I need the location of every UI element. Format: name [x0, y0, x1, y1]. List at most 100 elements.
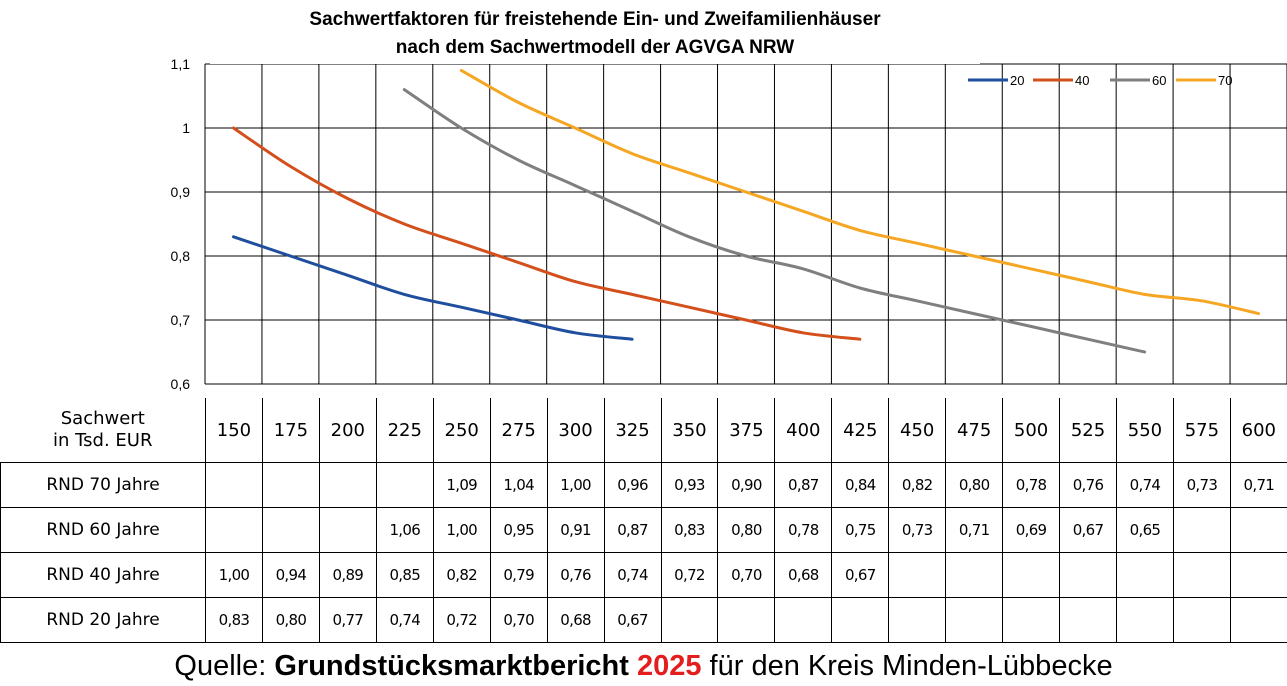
- table-cell: 0,83: [660, 507, 719, 553]
- source-suffix: für den Kreis Minden-Lübbecke: [701, 650, 1113, 682]
- y-tick-label: 1: [182, 120, 190, 136]
- grid: [204, 63, 1287, 385]
- table-cell: [888, 552, 947, 598]
- table-cell: [1229, 552, 1287, 598]
- table-cell: 1,00: [546, 462, 605, 508]
- source-prefix: Quelle:: [174, 650, 275, 682]
- table-cell: [318, 507, 377, 553]
- table-cell: 0,71: [945, 507, 1004, 553]
- table-cell: 0,82: [888, 462, 947, 508]
- table-cell: [318, 462, 377, 508]
- table-cell: [205, 507, 263, 553]
- table-cell: 0,73: [888, 507, 947, 553]
- table-cell: 0,74: [375, 597, 434, 643]
- series-line-40: [231, 126, 862, 341]
- row-label: RND 60 Jahre: [0, 507, 206, 553]
- series-line-70: [459, 68, 1261, 316]
- column-header: 550: [1116, 398, 1174, 463]
- table-cell: 1,00: [432, 507, 491, 553]
- y-tick-label: 0,7: [171, 312, 191, 328]
- column-header: 375: [717, 398, 776, 463]
- table-cell: 1,06: [375, 507, 434, 553]
- column-header: 275: [489, 398, 548, 463]
- table-cell: [1172, 552, 1231, 598]
- table-cell: 0,68: [546, 597, 605, 643]
- series-line-20: [231, 235, 634, 341]
- y-tick-label: 0,8: [171, 248, 191, 264]
- table-cell: 0,90: [717, 462, 776, 508]
- table-cell: 0,87: [603, 507, 662, 553]
- legend-label-70: 70: [1218, 73, 1232, 88]
- table-cell: [1116, 552, 1174, 598]
- column-header: 425: [831, 398, 890, 463]
- table-cell: 0,67: [1059, 507, 1117, 553]
- table-cell: [375, 462, 434, 508]
- table-cell: [1229, 507, 1287, 553]
- table-row: RND 40 Jahre 1,00 0,94 0,89 0,85 0,82 0,79 0,76…: [0, 552, 1287, 598]
- table-cell: 0,96: [603, 462, 662, 508]
- column-header: 250: [432, 398, 491, 463]
- chart-plot: Sachwertfaktoren für freistehende Ein- u…: [170, 9, 1287, 392]
- y-tick-label: 0,6: [171, 376, 191, 392]
- chart-title: Sachwertfaktoren für freistehende Ein- u…: [309, 9, 881, 30]
- column-header: 500: [1002, 398, 1061, 463]
- row-label: RND 20 Jahre: [0, 597, 206, 643]
- table-cell: 0,78: [1002, 462, 1061, 508]
- row-label: RND 70 Jahre: [0, 462, 206, 508]
- table-cell: 0,84: [831, 462, 890, 508]
- legend-label-20: 20: [1010, 73, 1024, 88]
- table-cell: 0,95: [489, 507, 548, 553]
- table-cell: 0,71: [1229, 462, 1287, 508]
- table-cell: 0,87: [774, 462, 833, 508]
- table-cell: 0,80: [945, 462, 1004, 508]
- table-cell: [774, 597, 833, 643]
- table-cell: 0,82: [432, 552, 491, 598]
- table-cell: 0,94: [261, 552, 320, 598]
- y-axis-ticks: 0,6 0,7 0,8 0,9 1 1,1: [171, 56, 191, 392]
- table-cell: [1059, 597, 1117, 643]
- table-cell: 0,76: [1059, 462, 1117, 508]
- column-header: 600: [1229, 398, 1287, 463]
- legend: 20 40 60 70: [968, 73, 1232, 88]
- table-cell: 0,74: [1116, 462, 1174, 508]
- header-label-line2: in Tsd. EUR: [53, 430, 153, 451]
- table-cell: 0,83: [205, 597, 263, 643]
- table-cell: 0,89: [318, 552, 377, 598]
- table-cell: [945, 552, 1004, 598]
- table-cell: 0,69: [1002, 507, 1061, 553]
- table-cell: 0,80: [717, 507, 776, 553]
- table-cell: [261, 462, 320, 508]
- table-cell: 0,72: [432, 597, 491, 643]
- table-cell: 0,78: [774, 507, 833, 553]
- table-cell: 0,65: [1116, 507, 1174, 553]
- table-cell: [1172, 507, 1231, 553]
- column-header: 575: [1172, 398, 1231, 463]
- table-cell: 0,76: [546, 552, 605, 598]
- column-header: 450: [888, 398, 947, 463]
- table-cell: 0,67: [831, 552, 890, 598]
- table-cell: [1116, 597, 1174, 643]
- table-cell: [1059, 552, 1117, 598]
- table-cell: 0,73: [1172, 462, 1231, 508]
- table-cell: 0,93: [660, 462, 719, 508]
- source-note: Quelle: Grundstücksmarktbericht 2025 für…: [0, 647, 1287, 686]
- column-header: 475: [945, 398, 1004, 463]
- table-cell: 0,68: [774, 552, 833, 598]
- row-label: RND 40 Jahre: [0, 552, 206, 598]
- table-cell: 0,70: [489, 597, 548, 643]
- column-header: 175: [261, 398, 320, 463]
- table-cell: 0,72: [660, 552, 719, 598]
- column-header: 225: [375, 398, 434, 463]
- legend-label-60: 60: [1152, 73, 1166, 88]
- y-tick-label: 1,1: [171, 56, 191, 72]
- table-header-label: Sachwert in Tsd. EUR: [0, 398, 206, 463]
- table-row: RND 60 Jahre 1,06 1,00 0,95 0,91 0,87 0,83 0,80…: [0, 507, 1287, 553]
- table-cell: 1,09: [432, 462, 491, 508]
- chart-subtitle: nach dem Sachwertmodell der AGVGA NRW: [396, 37, 794, 58]
- table-cell: [660, 597, 719, 643]
- column-header: 525: [1059, 398, 1117, 463]
- column-header: 400: [774, 398, 833, 463]
- table-cell: 1,04: [489, 462, 548, 508]
- table-cell: 0,70: [717, 552, 776, 598]
